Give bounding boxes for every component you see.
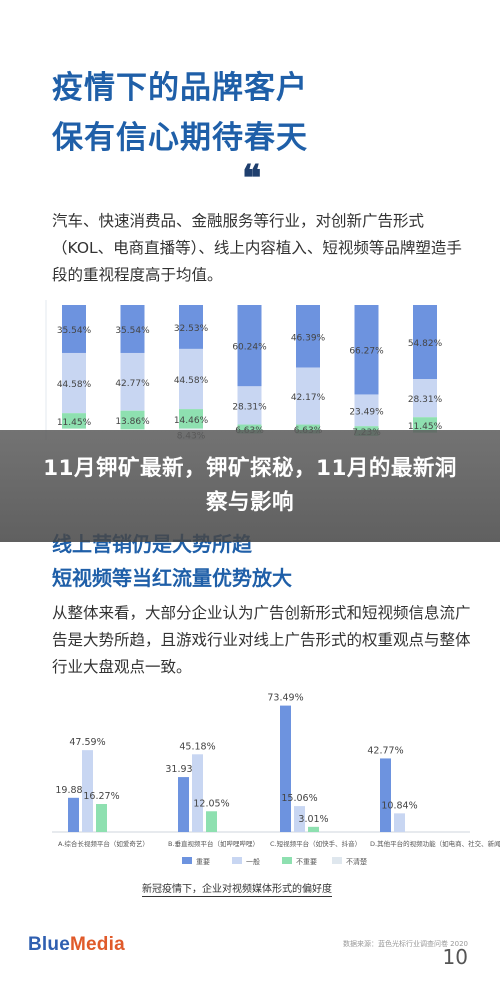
brand-part-media: Media	[69, 934, 125, 955]
chart-caption: 新冠疫情下，企业对视频媒体形式的偏好度	[142, 880, 332, 897]
chart1-data-label: 32.53%	[174, 324, 209, 334]
chart2-bar	[178, 777, 189, 832]
chart2-legend-swatch	[232, 857, 242, 864]
chart2-legend-swatch	[182, 857, 192, 864]
chart2-legend-label: 一般	[246, 857, 260, 866]
chart1-data-label: 46.39%	[291, 333, 326, 343]
page-number: 10	[442, 945, 468, 969]
source-note: 数据来源：蓝色光标行业调查问卷 2020	[342, 940, 468, 948]
chart2-category-label: D.其他平台的视频功能（如电商、社交、新闻等）	[370, 839, 500, 848]
chart2-data-label: 3.01%	[298, 814, 328, 825]
banner-title: 11月钾矿最新，钾矿探秘，11月的最新洞察与影响	[43, 456, 457, 515]
chart2-data-label: 12.05%	[193, 798, 229, 809]
chart1-data-label: 23.49%	[349, 407, 384, 417]
chart2-data-label: 10.84%	[381, 800, 417, 811]
chart2-data-label: 42.77%	[367, 745, 403, 756]
chart2-data-label: 15.06%	[281, 793, 317, 804]
chart1-bar-segment	[62, 413, 86, 429]
brand-part-blue: Blue	[28, 934, 70, 955]
page-heading-line2: 保有信心期待春天	[52, 120, 308, 156]
chart2-bar	[206, 811, 217, 832]
chart1-bar-segment	[354, 394, 379, 427]
chart2-data-label: 47.59%	[69, 737, 105, 748]
chart1-bar-segment	[237, 386, 262, 425]
brand-logo: BlueMedia	[28, 934, 125, 956]
chart2-category-label: A.综合长视频平台（如爱奇艺）	[58, 839, 149, 848]
chart2-bar	[308, 826, 319, 832]
chart1-bar-segment	[62, 352, 86, 414]
chart1-data-label: 35.54%	[57, 326, 92, 336]
chart1-bar-segment	[413, 305, 437, 380]
chart2-legend-label: 不重要	[296, 858, 317, 866]
chart1-data-label: 13.86%	[115, 417, 150, 427]
page-heading-line1: 疫情下的品牌客户	[52, 70, 308, 106]
chart2-bar	[192, 754, 203, 832]
chart2-legend-label: 重要	[196, 858, 210, 866]
chart1-data-label: 42.77%	[115, 379, 150, 389]
quote-mark-icon: ❝	[242, 157, 262, 199]
chart2-category-label: B.垂直视频平台（如哔哩哔哩）	[168, 839, 259, 848]
chart2-legend-swatch	[282, 857, 292, 864]
article-title-banner[interactable]: 11月钾矿最新，钾矿探秘，11月的最新洞察与影响	[0, 430, 500, 542]
chart2-bar	[82, 750, 93, 832]
chart1-bar-segment	[120, 352, 145, 411]
chart2-bar	[96, 804, 107, 832]
chart1-data-label: 66.27%	[349, 347, 384, 357]
chart1-bar-segment	[296, 305, 320, 368]
chart1-bar-segment	[179, 348, 203, 410]
chart1-data-label: 44.58%	[174, 376, 209, 386]
chart2-bar	[294, 806, 305, 832]
chart1-data-label: 42.17%	[291, 393, 326, 403]
chart2-data-label: 19.88%	[55, 785, 91, 796]
chart1-bar-segment	[237, 305, 262, 387]
chart1-data-label: 11.45%	[408, 422, 443, 432]
chart2-bar	[394, 813, 405, 832]
chart1-data-label: 28.31%	[232, 402, 267, 412]
chart1-bar-segment	[179, 409, 203, 429]
chart1-data-label: 54.82%	[408, 339, 443, 349]
chart1-data-label: 44.58%	[57, 380, 92, 390]
chart2-bar	[68, 797, 79, 832]
chart2-data-label: 45.18%	[179, 741, 215, 752]
chart2-data-label: 31.93%	[165, 764, 201, 775]
chart1-data-label: 28.31%	[408, 395, 443, 405]
subheading-short-video: 短视频等当红流量优势放大	[52, 566, 292, 590]
chart2-category-label: C.短视频平台（如快手、抖音）	[270, 839, 361, 848]
chart2-legend-label: 不清楚	[346, 857, 367, 866]
chart1-bar-segment	[179, 305, 203, 349]
chart1-bar-segment	[413, 379, 437, 418]
chart1-bar-segment	[296, 424, 320, 434]
chart2-legend-swatch	[332, 857, 342, 864]
chart1-bar-segment	[296, 367, 320, 425]
chart2-bar	[380, 758, 391, 832]
chart1-data-label: 11.45%	[57, 418, 92, 428]
chart1-bar-segment	[120, 410, 145, 430]
chart1-data-label: 35.54%	[115, 326, 150, 336]
chart1-bar-segment	[413, 417, 437, 433]
summary-paragraph: 从整体来看，大部分企业认为广告创新形式和短视频信息流广告是大势所趋，且游戏行业对…	[52, 604, 471, 676]
chart1-data-label: 60.24%	[232, 343, 267, 353]
chart1-bar-segment	[120, 305, 145, 353]
chart1-bar-segment	[62, 305, 86, 353]
chart2-data-label: 16.27%	[83, 791, 119, 802]
chart1-bar-segment	[354, 305, 379, 395]
chart1-bar-segment	[237, 424, 262, 434]
intro-paragraph: 汽车、快速消费品、金融服务等行业，对创新广告形式（KOL、电商直播等）、线上内容…	[52, 212, 462, 284]
chart1-data-label: 14.46%	[174, 416, 209, 426]
chart2-data-label: 73.49%	[267, 693, 303, 704]
chart2-bar	[280, 705, 291, 832]
